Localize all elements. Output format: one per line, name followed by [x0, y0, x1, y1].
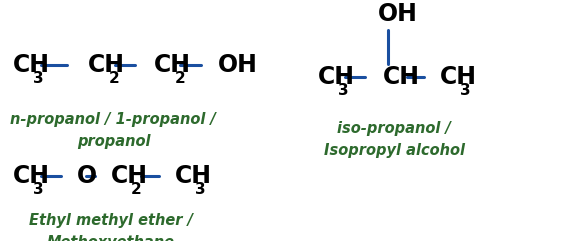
Text: iso-propanol /
Isopropyl alcohol: iso-propanol / Isopropyl alcohol — [324, 121, 464, 158]
Text: CH: CH — [383, 65, 420, 89]
Text: 2: 2 — [175, 71, 185, 86]
Text: OH: OH — [378, 2, 418, 27]
Text: CH: CH — [12, 164, 49, 188]
Text: CH: CH — [175, 164, 211, 188]
Text: CH: CH — [439, 65, 476, 89]
Text: Ethyl methyl ether /
Methoxyethane: Ethyl methyl ether / Methoxyethane — [28, 213, 193, 241]
Text: CH: CH — [88, 53, 125, 77]
Text: OH: OH — [218, 53, 258, 77]
Text: 3: 3 — [33, 71, 44, 86]
Text: CH: CH — [154, 53, 191, 77]
Text: 3: 3 — [338, 83, 349, 98]
Text: n-propanol / 1-propanol /
propanol: n-propanol / 1-propanol / propanol — [10, 112, 217, 149]
Text: 2: 2 — [108, 71, 119, 86]
Text: CH: CH — [318, 65, 354, 89]
Text: CH: CH — [12, 53, 49, 77]
Text: CH: CH — [111, 164, 147, 188]
Text: 2: 2 — [131, 182, 142, 197]
Text: 3: 3 — [33, 182, 44, 197]
Text: O: O — [77, 164, 96, 188]
Text: 3: 3 — [195, 182, 206, 197]
Text: 3: 3 — [460, 83, 471, 98]
